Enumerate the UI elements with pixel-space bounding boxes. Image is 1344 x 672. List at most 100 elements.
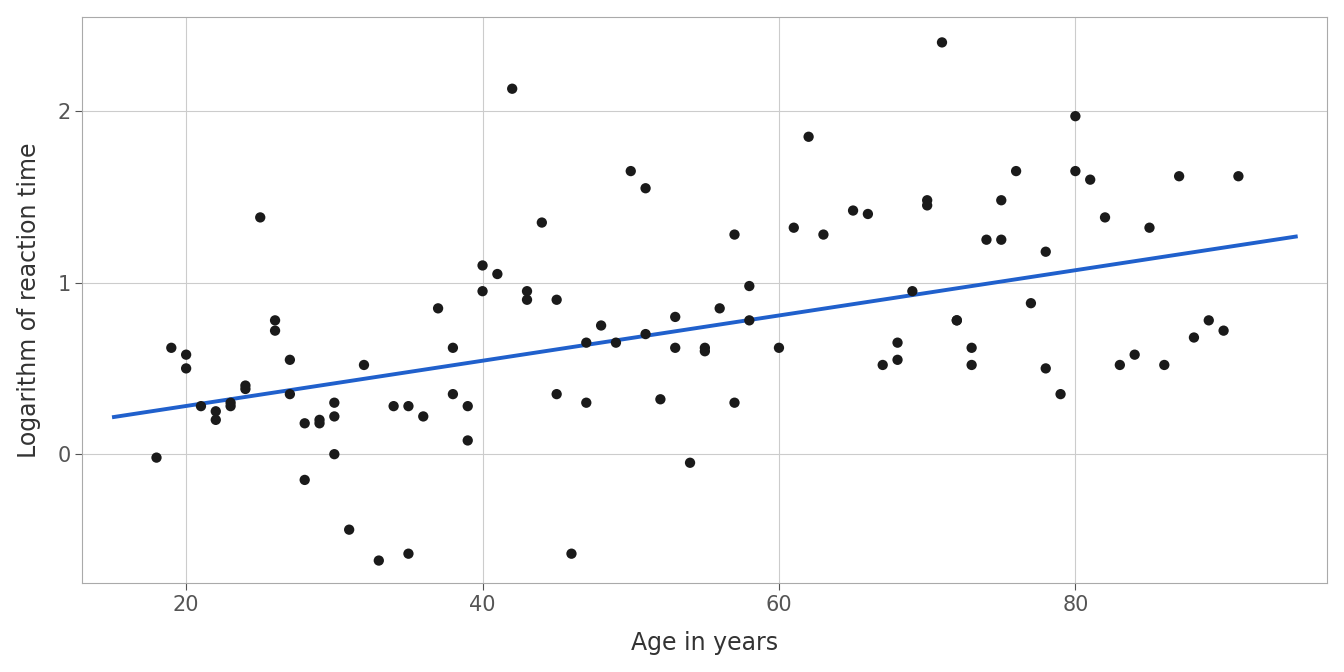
- Point: [546, 294, 567, 305]
- Point: [605, 337, 626, 348]
- Point: [309, 418, 331, 429]
- Point: [413, 411, 434, 422]
- Point: [664, 312, 685, 323]
- Point: [145, 452, 167, 463]
- Point: [487, 269, 508, 280]
- Point: [739, 315, 761, 326]
- Point: [917, 200, 938, 211]
- Point: [961, 360, 982, 370]
- Point: [813, 229, 835, 240]
- Point: [917, 195, 938, 206]
- Point: [798, 132, 820, 142]
- Point: [531, 217, 552, 228]
- Point: [1212, 325, 1234, 336]
- Point: [739, 281, 761, 292]
- Point: [516, 294, 538, 305]
- Point: [383, 401, 405, 411]
- Point: [1050, 389, 1071, 400]
- Point: [991, 235, 1012, 245]
- Point: [294, 474, 316, 485]
- Point: [575, 337, 597, 348]
- Point: [887, 354, 909, 365]
- Point: [1124, 349, 1145, 360]
- X-axis label: Age in years: Age in years: [632, 631, 778, 655]
- Point: [324, 449, 345, 460]
- Point: [265, 325, 286, 336]
- Point: [1035, 247, 1056, 257]
- Point: [442, 343, 464, 353]
- Point: [1064, 111, 1086, 122]
- Point: [590, 320, 612, 331]
- Point: [1005, 166, 1027, 177]
- Point: [708, 303, 730, 314]
- Point: [946, 315, 968, 326]
- Point: [1109, 360, 1130, 370]
- Point: [1168, 171, 1189, 181]
- Point: [694, 346, 715, 357]
- Point: [1035, 363, 1056, 374]
- Point: [294, 418, 316, 429]
- Point: [324, 411, 345, 422]
- Point: [784, 222, 805, 233]
- Point: [560, 548, 582, 559]
- Point: [769, 343, 790, 353]
- Point: [516, 286, 538, 296]
- Point: [324, 397, 345, 408]
- Point: [843, 205, 864, 216]
- Point: [280, 354, 301, 365]
- Point: [501, 83, 523, 94]
- Point: [427, 303, 449, 314]
- Point: [160, 343, 181, 353]
- Point: [457, 435, 478, 446]
- Point: [1138, 222, 1160, 233]
- Point: [1153, 360, 1175, 370]
- Point: [191, 401, 212, 411]
- Point: [857, 208, 879, 219]
- Point: [1227, 171, 1249, 181]
- Point: [1064, 166, 1086, 177]
- Point: [206, 406, 227, 417]
- Point: [679, 458, 700, 468]
- Point: [309, 415, 331, 425]
- Point: [575, 397, 597, 408]
- Point: [724, 229, 746, 240]
- Point: [398, 548, 419, 559]
- Point: [457, 401, 478, 411]
- Point: [220, 397, 242, 408]
- Point: [1198, 315, 1219, 326]
- Point: [235, 380, 257, 391]
- Point: [946, 315, 968, 326]
- Point: [368, 555, 390, 566]
- Point: [1094, 212, 1116, 223]
- Point: [472, 286, 493, 296]
- Point: [931, 37, 953, 48]
- Point: [902, 286, 923, 296]
- Point: [206, 415, 227, 425]
- Point: [872, 360, 894, 370]
- Point: [991, 195, 1012, 206]
- Point: [620, 166, 641, 177]
- Point: [634, 183, 656, 194]
- Point: [546, 389, 567, 400]
- Point: [265, 315, 286, 326]
- Point: [1183, 332, 1204, 343]
- Point: [250, 212, 271, 223]
- Point: [235, 384, 257, 394]
- Point: [353, 360, 375, 370]
- Point: [175, 363, 196, 374]
- Point: [887, 337, 909, 348]
- Y-axis label: Logarithm of reaction time: Logarithm of reaction time: [16, 142, 40, 458]
- Point: [339, 524, 360, 535]
- Point: [694, 343, 715, 353]
- Point: [398, 401, 419, 411]
- Point: [634, 329, 656, 339]
- Point: [472, 260, 493, 271]
- Point: [280, 389, 301, 400]
- Point: [175, 349, 196, 360]
- Point: [1020, 298, 1042, 308]
- Point: [664, 343, 685, 353]
- Point: [220, 401, 242, 411]
- Point: [1079, 174, 1101, 185]
- Point: [976, 235, 997, 245]
- Point: [961, 343, 982, 353]
